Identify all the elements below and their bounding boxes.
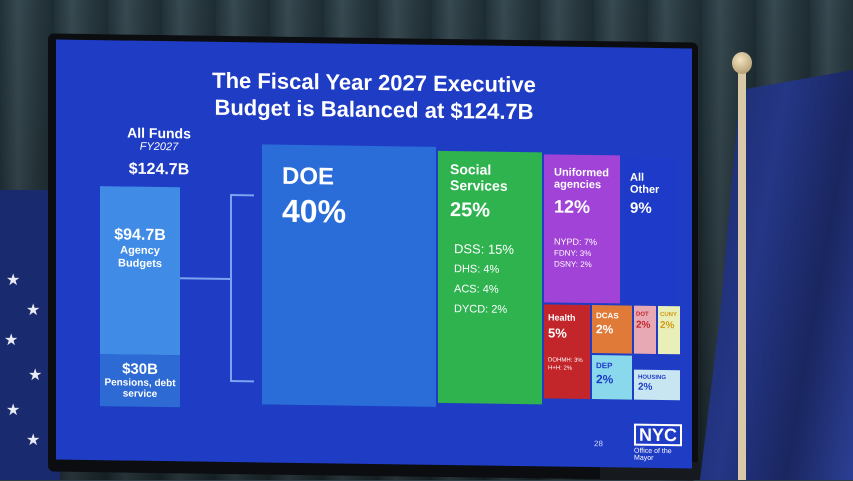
tile-pct: 25% xyxy=(450,199,491,222)
tile-housing: HOUSING 2% xyxy=(634,369,680,401)
star-icon: ★ xyxy=(4,332,19,349)
pensions-label: Pensions, debt service xyxy=(104,377,176,400)
tile-pct: 2% xyxy=(638,381,653,393)
all-funds-header: All Funds FY2027 $124.7B xyxy=(104,124,214,180)
pensions-bar: $30B Pensions, debt service xyxy=(100,354,180,408)
tile-item: DSNY: 2% xyxy=(554,259,592,270)
tile-name: DOT xyxy=(636,311,649,318)
tile-name: DCAS xyxy=(596,311,619,321)
tile-name: HOUSING xyxy=(638,374,667,382)
tile-item: NYPD: 7% xyxy=(554,236,598,248)
tile-item: DSS: 15% xyxy=(454,241,514,257)
tile-pct: 2% xyxy=(660,319,675,332)
tile-pct: 40% xyxy=(282,192,347,230)
pensions-value: $30B xyxy=(122,360,158,378)
tile-item: DYCD: 2% xyxy=(454,303,508,316)
tile-name: DEP xyxy=(596,361,613,371)
presentation-slide: The Fiscal Year 2027 Executive Budget is… xyxy=(56,39,692,469)
flag-pole xyxy=(738,62,746,480)
star-icon: ★ xyxy=(26,302,41,319)
tile-name: Health xyxy=(548,312,576,323)
connector-line xyxy=(180,277,230,280)
fiscal-year-label: FY2027 xyxy=(139,140,179,154)
tile-name: CUNY xyxy=(660,311,678,319)
tile-item: FDNY: 3% xyxy=(554,248,592,259)
tile-pct: 2% xyxy=(596,372,614,387)
nyc-logo: NYC xyxy=(634,423,683,447)
tile-uniformed-agencies: Uniformed agencies 12% NYPD: 7% FDNY: 3%… xyxy=(544,154,620,304)
flag-finial xyxy=(732,52,752,74)
star-icon: ★ xyxy=(6,402,21,419)
tile-item: DHS: 4% xyxy=(454,263,500,276)
bracket xyxy=(230,193,254,383)
tile-pct: 9% xyxy=(630,199,652,217)
agency-budgets-value: $94.7B xyxy=(114,226,166,245)
tile-name: Social Services xyxy=(450,161,508,194)
tile-pct: 5% xyxy=(548,325,567,341)
agency-budgets-bar: $94.7B Agency Budgets xyxy=(100,186,180,356)
tile-social-services: Social Services 25% DSS: 15% DHS: 4% ACS… xyxy=(438,150,542,405)
star-icon: ★ xyxy=(6,272,21,289)
agency-budgets-label: Agency Budgets xyxy=(118,244,162,271)
tile-item: H+H: 2% xyxy=(548,365,573,372)
tile-dep: DEP 2% xyxy=(592,355,632,400)
tile-name: Uniformed agencies xyxy=(554,166,609,192)
tile-cuny: CUNY 2% xyxy=(658,305,680,355)
tile-item: ACS: 4% xyxy=(454,283,499,296)
tile-pct: 2% xyxy=(596,322,614,337)
office-of-mayor-label: Office of the Mayor xyxy=(634,447,672,462)
star-icon: ★ xyxy=(26,432,41,449)
tile-dcas: DCAS 2% xyxy=(592,305,632,354)
tile-health: Health 5% DOHMH: 3% H+H: 2% xyxy=(544,304,590,400)
all-funds-label: All Funds xyxy=(127,124,191,142)
tile-dot: DOT 2% xyxy=(634,305,656,354)
tile-name: All Other xyxy=(630,171,660,196)
tile-name: DOE xyxy=(282,162,335,191)
tile-pct: 2% xyxy=(636,319,651,331)
page-number: 28 xyxy=(594,439,603,449)
tile-pct: 12% xyxy=(554,196,591,218)
total-amount: $124.7B xyxy=(128,160,190,179)
tile-all-other: All Other 9% xyxy=(622,157,678,305)
tile-doe: DOE 40% xyxy=(262,144,436,407)
star-icon: ★ xyxy=(28,367,43,384)
